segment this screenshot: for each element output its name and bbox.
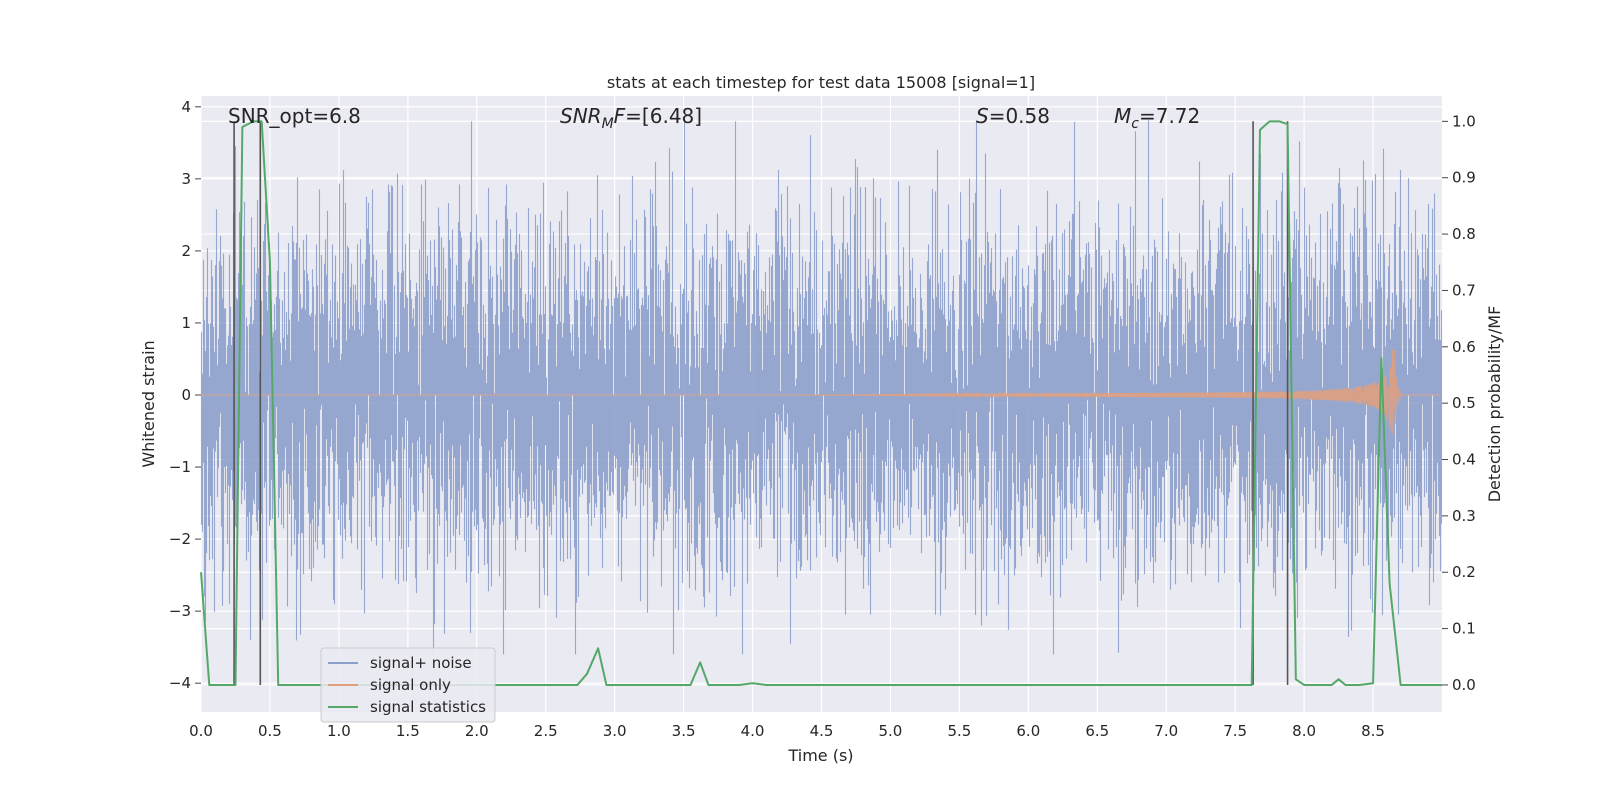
x-tick-label: 1.5	[396, 722, 420, 740]
x-tick-label: 7.5	[1223, 722, 1247, 740]
x-tick-label: 6.5	[1085, 722, 1109, 740]
x-tick-label: 5.0	[879, 722, 903, 740]
annotations: SNR_opt=6.8 SNRMF=[6.48] S=0.58 Mc=7.72	[228, 104, 1200, 132]
y-tick-label: −2	[169, 530, 191, 548]
chart-title: stats at each timestep for test data 150…	[607, 73, 1035, 92]
y-tick-label: 2	[181, 242, 191, 260]
y-tick-label: 1	[181, 314, 191, 332]
legend-label: signal only	[370, 676, 451, 694]
annotation-s-value: S=0.58	[976, 104, 1050, 128]
annotation-mc-value: Mc=7.72	[1114, 104, 1200, 132]
x-tick-label: 3.5	[672, 722, 696, 740]
legend: signal+ noise signal only signal statistic…	[320, 647, 496, 723]
x-tick-label: 7.0	[1154, 722, 1178, 740]
x-tick-label: 2.5	[534, 722, 558, 740]
y2-tick-label: 0.7	[1452, 281, 1476, 299]
x-tick-label: 3.0	[603, 722, 627, 740]
signal-noise-series	[200, 120, 1443, 655]
y2-tick-label: 0.3	[1452, 507, 1476, 525]
legend-box	[320, 647, 496, 723]
y-tick-label: 3	[181, 170, 191, 188]
legend-label: signal+ noise	[370, 654, 472, 672]
x-tick-label: 0.0	[189, 722, 213, 740]
y-tick-label: 4	[181, 98, 191, 116]
y-tick-label: −4	[169, 674, 191, 692]
signal-noise-line	[200, 120, 1443, 655]
x-tick-label: 2.0	[465, 722, 489, 740]
y2-tick-label: 0.9	[1452, 169, 1476, 187]
x-tick-label: 0.5	[258, 722, 282, 740]
y2-tick-label: 0.4	[1452, 451, 1476, 469]
y2-tick-label: 0.1	[1452, 620, 1476, 638]
x-tick-label: 1.0	[327, 722, 351, 740]
y-axis-label: Whitened strain	[139, 340, 158, 467]
annotation-snr-opt: SNR_opt=6.8	[228, 104, 361, 128]
y2-tick-label: 0.6	[1452, 338, 1476, 356]
x-tick-label: 8.5	[1361, 722, 1385, 740]
x-tick-label: 6.0	[1016, 722, 1040, 740]
y2-tick-label: 1.0	[1452, 112, 1476, 130]
y2-tick-label: 0.5	[1452, 394, 1476, 412]
legend-label: signal statistics	[370, 698, 486, 716]
y-tick-label: −1	[169, 458, 191, 476]
x-tick-label: 4.5	[810, 722, 834, 740]
x-axis-label: Time (s)	[787, 746, 853, 765]
y2-tick-label: 0.8	[1452, 225, 1476, 243]
y2-axis-label: Detection probability/MF	[1485, 306, 1504, 503]
signal-only-line	[200, 349, 1442, 435]
y2-tick-label: 0.2	[1452, 563, 1476, 581]
annotation-snr-mf: SNRMF=[6.48]	[560, 104, 702, 132]
signal-statistics-series	[200, 120, 1442, 686]
x-tick-label: 8.0	[1292, 722, 1316, 740]
y-tick-label: −3	[169, 602, 191, 620]
x-tick-label: 4.0	[741, 722, 765, 740]
signal-statistics-line	[200, 120, 1442, 686]
x-tick-label: 5.5	[947, 722, 971, 740]
y2-tick-label: 0.0	[1452, 676, 1476, 694]
axes: 0.0 0.5 1.0 1.5 2.0 2.5 3.0 3.5 4.0 4.5 5.0 5.5 6.0 6…	[169, 98, 1476, 740]
signal-only-series	[200, 349, 1442, 435]
y-tick-label: 0	[181, 386, 191, 404]
